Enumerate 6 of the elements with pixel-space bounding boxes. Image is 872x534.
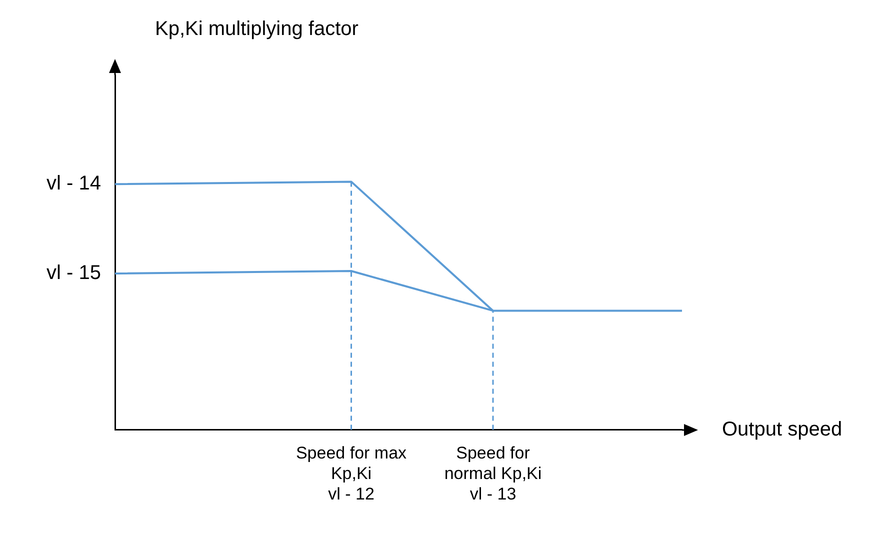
text: Kp,Ki multiplying factor [155, 18, 359, 40]
x-axis-title: Output speed [722, 418, 842, 440]
x-tick-label: Speed for max Kp,Ki vl - 12 [296, 444, 408, 504]
text: vl - 14 [46, 172, 101, 195]
text: vl - 15 [46, 262, 101, 284]
x-tick-label: Speed for normal Kp,Ki vl - 13 [444, 444, 542, 504]
